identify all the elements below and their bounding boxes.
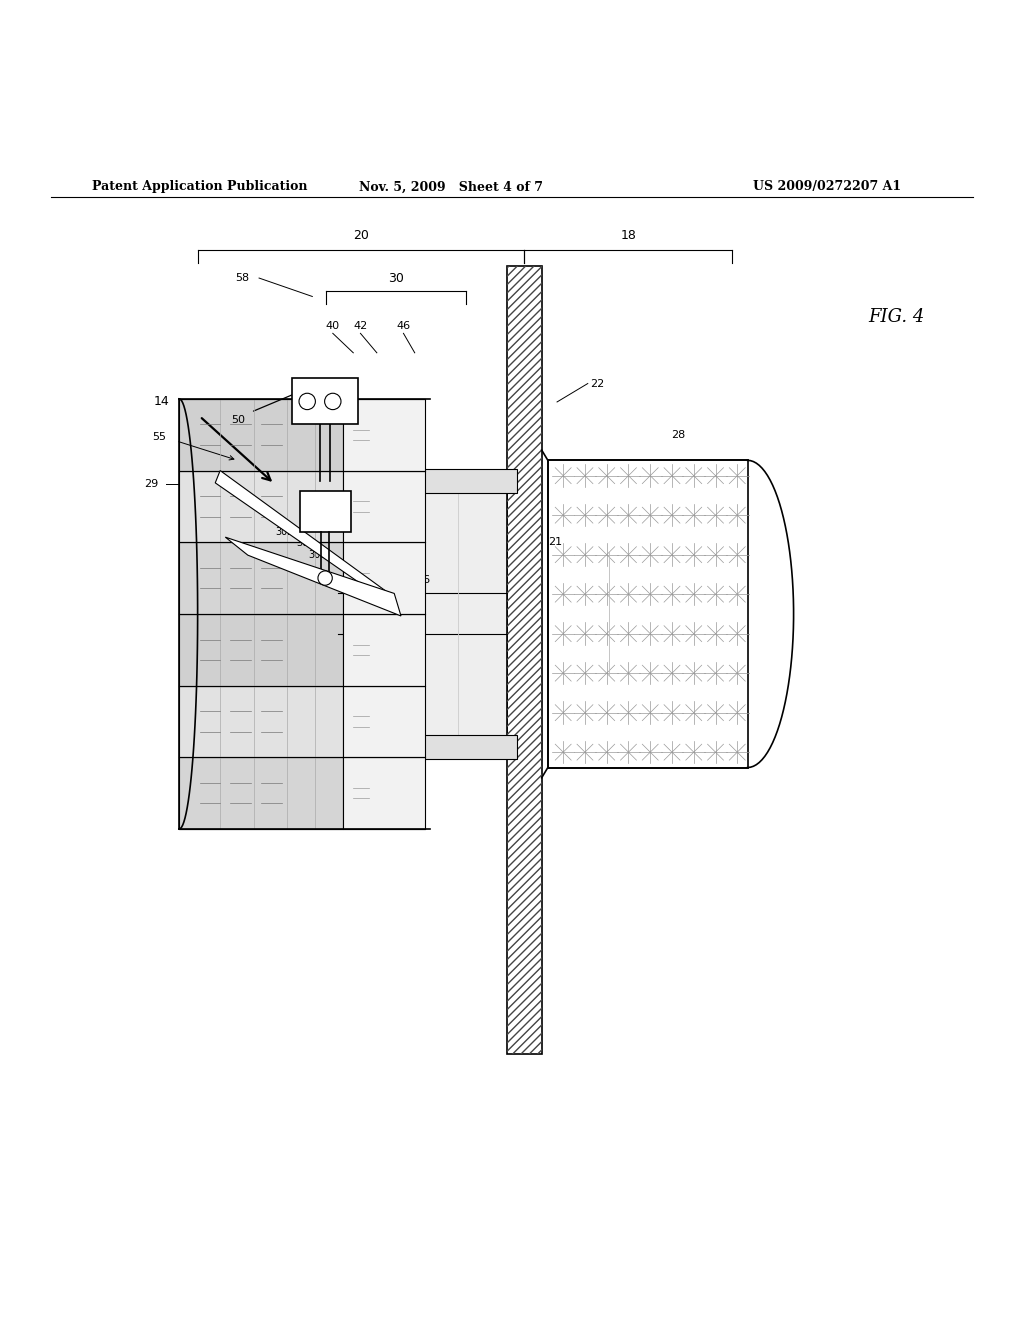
Bar — [179, 399, 343, 470]
Text: 30c: 30c — [308, 549, 327, 560]
Text: 30a: 30a — [296, 539, 314, 548]
Bar — [343, 470, 425, 543]
Text: US 2009/0272207 A1: US 2009/0272207 A1 — [753, 181, 901, 194]
Polygon shape — [215, 470, 389, 601]
Text: 28: 28 — [671, 430, 685, 440]
Text: 58: 58 — [236, 273, 250, 282]
Bar — [343, 614, 425, 685]
Text: 24: 24 — [402, 558, 417, 569]
Bar — [179, 614, 343, 685]
Text: 44: 44 — [351, 430, 366, 440]
Bar — [415, 735, 517, 759]
Bar — [179, 758, 343, 829]
Bar — [343, 758, 425, 829]
Text: 14: 14 — [154, 396, 170, 408]
Bar — [299, 491, 350, 532]
Text: 46: 46 — [396, 321, 411, 331]
Circle shape — [299, 393, 315, 409]
Bar — [507, 265, 542, 1055]
Bar — [507, 265, 542, 1055]
Text: 30: 30 — [388, 272, 403, 285]
Circle shape — [317, 572, 332, 585]
Text: 40: 40 — [326, 321, 340, 331]
Text: 42: 42 — [353, 321, 368, 331]
Text: 18: 18 — [621, 230, 636, 242]
Bar — [179, 543, 343, 614]
Bar — [343, 685, 425, 758]
Text: 50: 50 — [231, 416, 246, 425]
Bar — [425, 480, 507, 747]
Text: 29: 29 — [144, 479, 159, 488]
Text: 20: 20 — [353, 230, 369, 242]
Text: 26: 26 — [416, 576, 430, 585]
Text: 48: 48 — [380, 430, 394, 440]
Bar — [415, 469, 517, 494]
Polygon shape — [225, 537, 401, 616]
Text: Nov. 5, 2009   Sheet 4 of 7: Nov. 5, 2009 Sheet 4 of 7 — [358, 181, 543, 194]
Text: FIG. 4: FIG. 4 — [867, 308, 925, 326]
Text: 21: 21 — [548, 537, 562, 548]
Text: 55: 55 — [152, 432, 166, 442]
Bar — [343, 543, 425, 614]
Bar — [179, 685, 343, 758]
Bar — [343, 399, 425, 470]
Text: 22: 22 — [590, 379, 604, 388]
Text: Patent Application Publication: Patent Application Publication — [92, 181, 307, 194]
Bar — [292, 379, 358, 425]
Circle shape — [325, 393, 341, 409]
Text: 30b: 30b — [275, 527, 294, 537]
Bar — [179, 470, 343, 543]
Bar — [548, 461, 748, 767]
